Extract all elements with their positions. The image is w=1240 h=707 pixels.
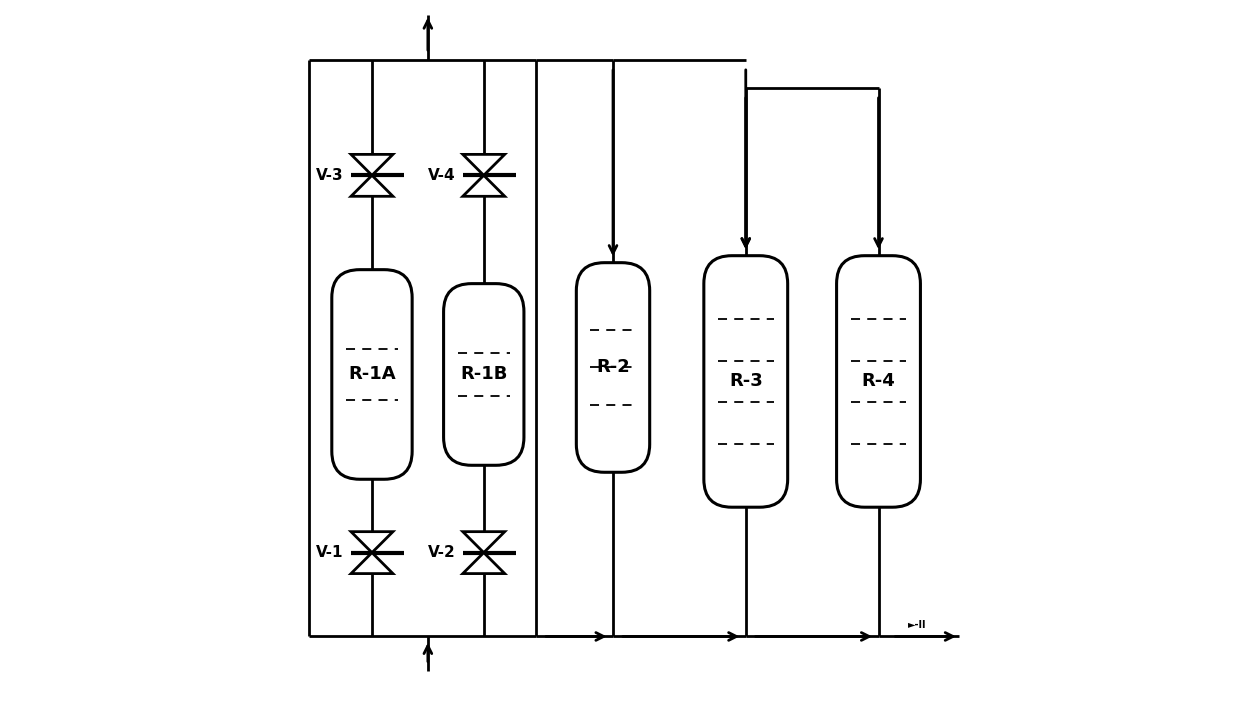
Text: ►-II: ►-II xyxy=(908,620,926,630)
FancyBboxPatch shape xyxy=(332,269,412,479)
FancyBboxPatch shape xyxy=(704,256,787,507)
Polygon shape xyxy=(463,175,505,197)
Text: R-1B: R-1B xyxy=(460,366,507,383)
FancyBboxPatch shape xyxy=(577,263,650,472)
Text: V-1: V-1 xyxy=(316,545,343,560)
Text: V-3: V-3 xyxy=(316,168,343,183)
Text: V-2: V-2 xyxy=(428,545,455,560)
Polygon shape xyxy=(351,154,393,175)
Text: V-4: V-4 xyxy=(428,168,455,183)
Text: R-4: R-4 xyxy=(862,373,895,390)
Polygon shape xyxy=(463,553,505,573)
Text: R-3: R-3 xyxy=(729,373,763,390)
Polygon shape xyxy=(463,532,505,553)
Polygon shape xyxy=(463,154,505,175)
FancyBboxPatch shape xyxy=(837,256,920,507)
FancyBboxPatch shape xyxy=(444,284,525,465)
Polygon shape xyxy=(351,175,393,197)
Text: R-1A: R-1A xyxy=(348,366,396,383)
Polygon shape xyxy=(351,553,393,573)
Text: R-2: R-2 xyxy=(596,358,630,376)
Polygon shape xyxy=(351,532,393,553)
